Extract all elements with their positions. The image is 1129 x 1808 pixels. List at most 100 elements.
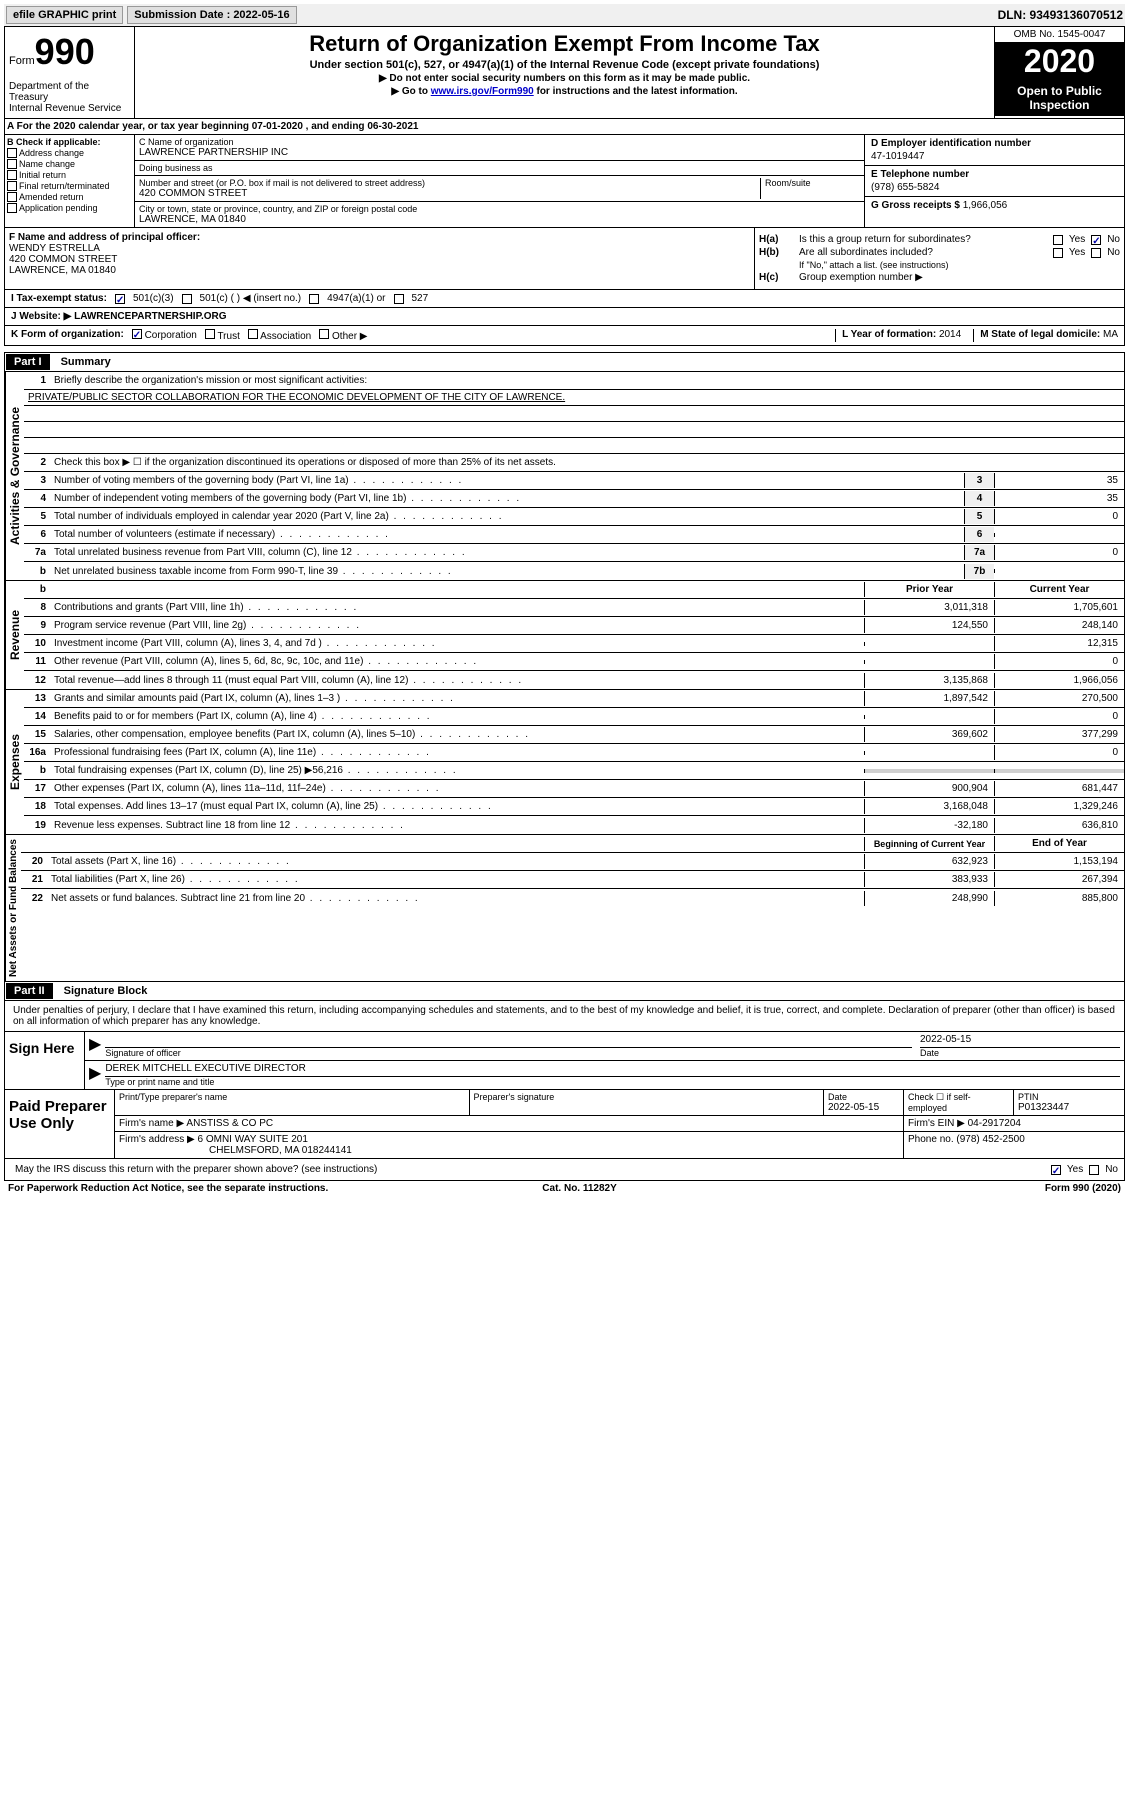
col-b-checkboxes: B Check if applicable: Address change Na…	[5, 135, 135, 227]
org-name: LAWRENCE PARTNERSHIP INC	[139, 147, 860, 158]
row-j-website: J Website: ▶ LAWRENCEPARTNERSHIP.ORG	[4, 308, 1125, 326]
form990-link[interactable]: www.irs.gov/Form990	[431, 86, 534, 97]
discuss-yes[interactable]: ✓	[1051, 1165, 1061, 1175]
firm-phone: (978) 452-2500	[956, 1134, 1024, 1145]
part1-net-assets: Net Assets or Fund Balances Beginning of…	[4, 835, 1125, 982]
cb-address-change[interactable]	[7, 148, 17, 158]
sig-arrow-icon-2: ▶	[89, 1063, 101, 1087]
top-bar: efile GRAPHIC print Submission Date : 20…	[4, 4, 1125, 26]
cb-4947[interactable]	[309, 294, 319, 304]
cat-no: Cat. No. 11282Y	[542, 1183, 616, 1194]
open-to-public: Open to Public Inspection	[995, 80, 1124, 116]
row-i-tax-status: I Tax-exempt status: ✓501(c)(3) 501(c) (…	[4, 290, 1125, 308]
table-row: 19Revenue less expenses. Subtract line 1…	[24, 816, 1124, 834]
state-domicile: MA	[1103, 329, 1118, 340]
ptin: P01323447	[1018, 1102, 1120, 1113]
table-row: 3Number of voting members of the governi…	[24, 472, 1124, 490]
cb-initial-return[interactable]	[7, 170, 17, 180]
cb-trust[interactable]	[205, 329, 215, 339]
table-row: bTotal fundraising expenses (Part IX, co…	[24, 762, 1124, 780]
table-row: 12Total revenue—add lines 8 through 11 (…	[24, 671, 1124, 689]
row-a-tax-year: A For the 2020 calendar year, or tax yea…	[4, 119, 1125, 135]
discuss-with-preparer: May the IRS discuss this return with the…	[11, 1162, 1051, 1177]
principal-officer: F Name and address of principal officer:…	[5, 228, 754, 289]
cb-501c3[interactable]: ✓	[115, 294, 125, 304]
hb-yes[interactable]	[1053, 248, 1063, 258]
street-address: 420 COMMON STREET	[139, 188, 760, 199]
col-current-year: Current Year	[994, 582, 1124, 597]
officer-name: DEREK MITCHELL EXECUTIVE DIRECTOR	[105, 1063, 1120, 1077]
col-c-org-info: C Name of organization LAWRENCE PARTNERS…	[135, 135, 864, 227]
table-row: 10Investment income (Part VIII, column (…	[24, 635, 1124, 653]
firm-ein: 04-2917204	[968, 1118, 1021, 1129]
form-header: Form990 Department of the Treasury Inter…	[4, 26, 1125, 119]
instruction-1: ▶ Do not enter social security numbers o…	[139, 73, 990, 84]
cb-application-pending[interactable]	[7, 203, 17, 213]
city-state-zip: LAWRENCE, MA 01840	[139, 214, 860, 225]
cb-527[interactable]	[394, 294, 404, 304]
table-row: 4Number of independent voting members of…	[24, 490, 1124, 508]
phone: (978) 655-5824	[871, 182, 1118, 193]
mission: PRIVATE/PUBLIC SECTOR COLLABORATION FOR …	[24, 390, 1124, 406]
self-employed-check[interactable]: Check ☐ if self-employed	[904, 1090, 1014, 1115]
part1-header: Part I	[6, 354, 50, 370]
side-expenses: Expenses	[5, 690, 24, 834]
side-governance: Activities & Governance	[5, 372, 24, 580]
cb-501c[interactable]	[182, 294, 192, 304]
side-net-assets: Net Assets or Fund Balances	[5, 835, 21, 981]
cb-amended-return[interactable]	[7, 192, 17, 202]
table-row: 21Total liabilities (Part X, line 26)383…	[21, 871, 1124, 889]
col-beginning: Beginning of Current Year	[864, 837, 994, 851]
table-row: 22Net assets or fund balances. Subtract …	[21, 889, 1124, 907]
table-row: 7aTotal unrelated business revenue from …	[24, 544, 1124, 562]
discuss-no[interactable]	[1089, 1165, 1099, 1175]
section-bcd: B Check if applicable: Address change Na…	[4, 135, 1125, 228]
ha-no[interactable]: ✓	[1091, 235, 1101, 245]
cb-association[interactable]	[248, 329, 258, 339]
table-row: 14Benefits paid to or for members (Part …	[24, 708, 1124, 726]
part1-revenue: Revenue b Prior Year Current Year 8Contr…	[4, 581, 1125, 690]
table-row: 17Other expenses (Part IX, column (A), l…	[24, 780, 1124, 798]
gross-receipts: 1,966,056	[963, 200, 1008, 211]
ha-yes[interactable]	[1053, 235, 1063, 245]
year-formation: 2014	[939, 329, 961, 340]
part2-title: Signature Block	[64, 985, 148, 997]
col-d-ein: D Employer identification number 47-1019…	[864, 135, 1124, 227]
firm-name: ANSTISS & CO PC	[186, 1118, 273, 1129]
table-row: 6Total number of volunteers (estimate if…	[24, 526, 1124, 544]
submission-date: Submission Date : 2022-05-16	[127, 6, 296, 24]
part1-title: Summary	[61, 356, 111, 368]
section-fh: F Name and address of principal officer:…	[4, 228, 1125, 290]
cb-corporation[interactable]: ✓	[132, 329, 142, 339]
instruction-2: ▶ Go to www.irs.gov/Form990 for instruct…	[139, 86, 990, 97]
table-row: 20Total assets (Part X, line 16)632,9231…	[21, 853, 1124, 871]
table-row: 8Contributions and grants (Part VIII, li…	[24, 599, 1124, 617]
omb-number: OMB No. 1545-0047	[995, 27, 1124, 43]
hb-no[interactable]	[1091, 248, 1101, 258]
dln: DLN: 93493136070512	[998, 8, 1123, 22]
cb-name-change[interactable]	[7, 159, 17, 169]
table-row: 15Salaries, other compensation, employee…	[24, 726, 1124, 744]
form-subtitle: Under section 501(c), 527, or 4947(a)(1)…	[139, 59, 990, 71]
cb-other[interactable]	[319, 329, 329, 339]
signature-block: Under penalties of perjury, I declare th…	[4, 1001, 1125, 1181]
side-revenue: Revenue	[5, 581, 24, 689]
form-version: Form 990 (2020)	[1045, 1183, 1121, 1194]
col-prior-year: Prior Year	[864, 582, 994, 597]
page-footer: For Paperwork Reduction Act Notice, see …	[4, 1181, 1125, 1196]
table-row: 11Other revenue (Part VIII, column (A), …	[24, 653, 1124, 671]
cb-final-return[interactable]	[7, 181, 17, 191]
website: LAWRENCEPARTNERSHIP.ORG	[74, 311, 226, 322]
table-row: 5Total number of individuals employed in…	[24, 508, 1124, 526]
part2-header: Part II	[6, 983, 53, 999]
col-end: End of Year	[994, 836, 1124, 851]
paid-preparer-label: Paid Preparer Use Only	[5, 1090, 115, 1158]
form-number: Form990	[9, 31, 130, 73]
department: Department of the Treasury Internal Reve…	[9, 81, 130, 114]
firm-address: 6 OMNI WAY SUITE 201	[198, 1134, 308, 1145]
declaration: Under penalties of perjury, I declare th…	[5, 1001, 1124, 1031]
ein: 47-1019447	[871, 151, 1118, 162]
form-title: Return of Organization Exempt From Incom…	[139, 31, 990, 57]
efile-button[interactable]: efile GRAPHIC print	[6, 6, 123, 24]
prep-date: 2022-05-15	[828, 1102, 899, 1113]
